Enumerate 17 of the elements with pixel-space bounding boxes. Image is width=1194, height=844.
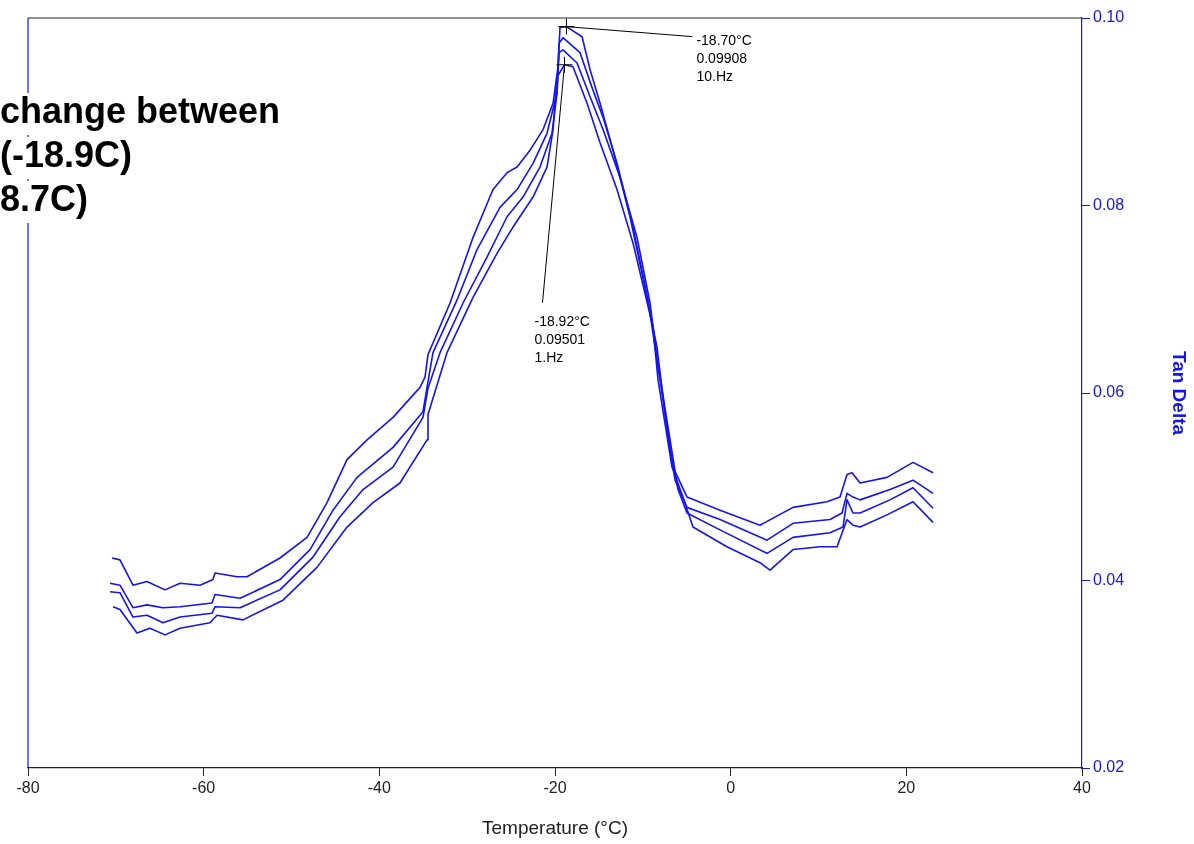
y-tick-label: 0.02 xyxy=(1093,758,1125,776)
annotation: change between (-18.9C) 8.7C) xyxy=(0,89,281,219)
x-tick-label: 0 xyxy=(726,779,736,797)
y-axis-title: Tan Delta xyxy=(1169,350,1191,436)
x-tick-label: -60 xyxy=(192,779,216,797)
x-tick-label: -20 xyxy=(543,779,567,797)
x-tick-label: -80 xyxy=(16,779,40,797)
y-tick-label: 0.10 xyxy=(1093,8,1125,26)
y-tick-label: 0.08 xyxy=(1093,195,1125,213)
y-tick-label: 0.06 xyxy=(1093,383,1125,401)
x-axis-title: Temperature (°C) xyxy=(482,816,628,838)
x-tick-label: -40 xyxy=(367,779,391,797)
y-tick-label: 0.04 xyxy=(1093,570,1125,588)
annotation: -18.70°C 0.09908 10.Hz xyxy=(696,32,752,85)
annotation: -18.92°C 0.09501 1.Hz xyxy=(534,312,590,365)
x-tick-label: 40 xyxy=(1073,779,1091,797)
x-tick-label: 20 xyxy=(897,779,916,797)
